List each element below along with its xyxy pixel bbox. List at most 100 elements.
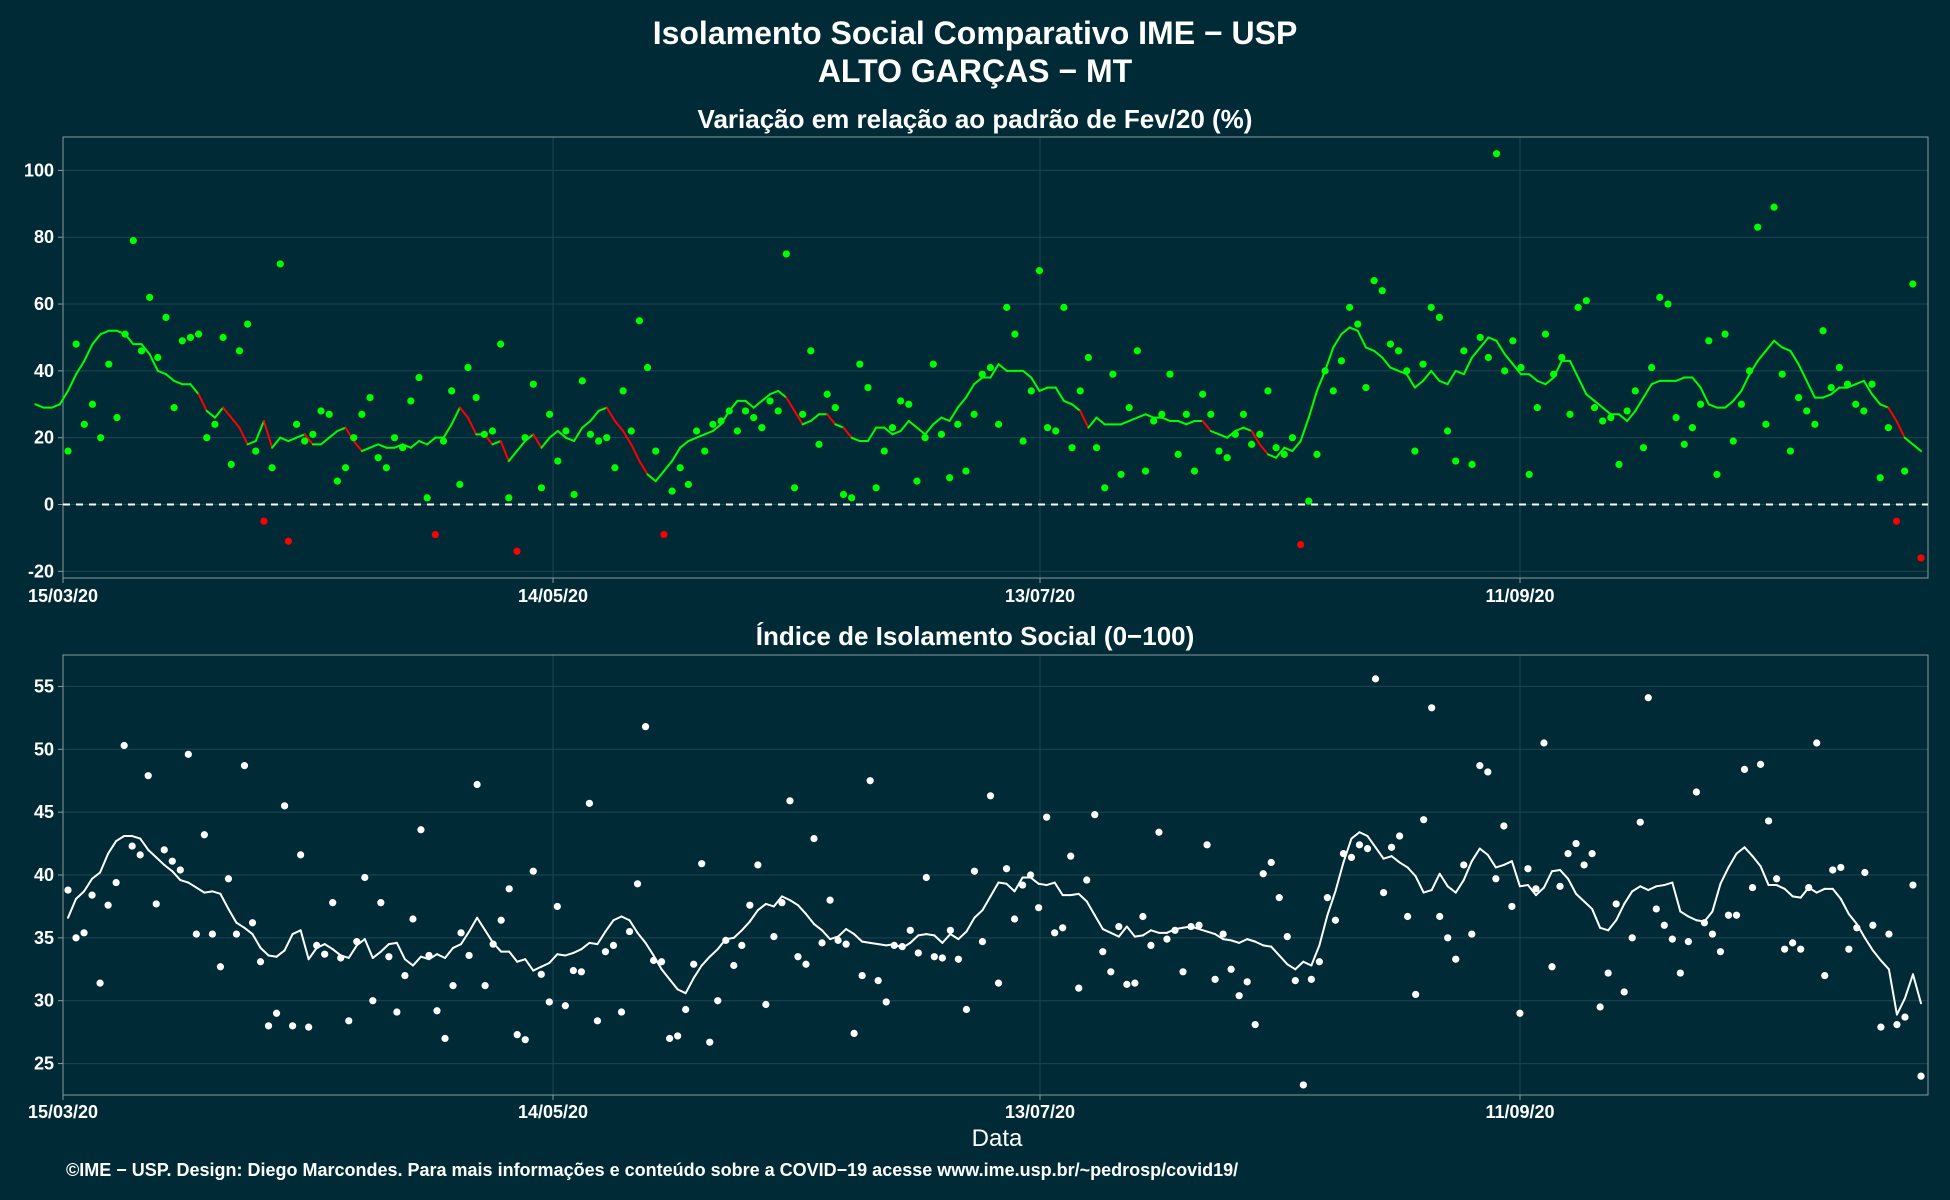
data-point [668, 487, 676, 495]
moving-average-segment [1781, 346, 1792, 352]
data-point [488, 427, 497, 435]
data-point [1672, 414, 1680, 422]
data-point [337, 954, 345, 962]
data-point [770, 933, 778, 941]
moving-average-segment [1405, 373, 1416, 389]
moving-average-segment [1342, 837, 1353, 864]
moving-average-segment [1234, 426, 1245, 432]
moving-average-segment [1069, 892, 1080, 897]
data-point [1716, 948, 1725, 956]
data-point [268, 464, 276, 472]
moving-average-segment [660, 968, 671, 981]
data-point [1636, 818, 1644, 826]
moving-average-segment [744, 399, 755, 409]
data-point [529, 867, 537, 875]
moving-average-segment [1430, 872, 1441, 892]
data-point [1019, 437, 1027, 445]
moving-average-segment [360, 446, 372, 453]
data-point [192, 930, 200, 938]
data-point [1582, 297, 1590, 305]
data-point [970, 410, 978, 418]
data-point [1171, 926, 1179, 934]
moving-average-segment [556, 953, 567, 957]
moving-average-segment [1430, 369, 1441, 382]
data-point [276, 260, 284, 268]
moving-average-segment [532, 433, 543, 449]
data-point [1803, 407, 1811, 415]
data-point [1059, 924, 1067, 932]
moving-average-segment [1495, 339, 1506, 356]
data-point [480, 430, 488, 438]
data-point [473, 780, 481, 789]
data-point [970, 867, 979, 875]
data-point [714, 997, 722, 1005]
data-point [1166, 370, 1174, 378]
moving-average-segment [331, 948, 342, 957]
moving-average-segment [320, 436, 331, 446]
data-point [1060, 303, 1068, 311]
moving-average-segment [419, 955, 430, 961]
data-point [353, 938, 361, 946]
data-point [1572, 839, 1580, 848]
data-point [301, 437, 309, 445]
moving-average-segment [1903, 436, 1914, 446]
data-point [1179, 968, 1187, 976]
moving-average-segment [460, 930, 471, 946]
data-point [1147, 941, 1155, 950]
data-point [248, 919, 257, 927]
data-point [807, 347, 815, 355]
moving-average-segment [638, 460, 649, 476]
data-point [72, 934, 80, 942]
moving-average-segment [760, 393, 772, 402]
data-point [1917, 1072, 1925, 1080]
data-point [938, 954, 946, 962]
moving-average-segment [1022, 369, 1033, 379]
data-point [826, 896, 834, 904]
data-point [1676, 969, 1684, 977]
data-point [929, 360, 937, 368]
data-point [72, 340, 80, 348]
data-point [1732, 911, 1741, 919]
data-point [1548, 963, 1556, 971]
data-point [1243, 978, 1251, 986]
data-point [1187, 922, 1195, 931]
data-point [676, 464, 684, 472]
x-tick-label: 13/07/20 [1005, 586, 1075, 606]
moving-average-segment [842, 426, 853, 439]
data-point [652, 447, 660, 455]
moving-average-segment [1286, 963, 1297, 971]
moving-average-segment [251, 933, 262, 949]
moving-average-segment [458, 406, 469, 419]
data-point [505, 885, 513, 893]
moving-average-segment [468, 916, 479, 933]
data-point [1692, 788, 1700, 796]
data-point [1484, 353, 1492, 362]
moving-average-segment [692, 964, 703, 980]
data-point [1323, 894, 1331, 902]
data-point [176, 866, 184, 874]
panel-border [62, 136, 1929, 579]
moving-average-segment [1077, 892, 1088, 903]
moving-average-segment [772, 895, 783, 908]
data-point [1355, 841, 1364, 849]
data-point [545, 998, 553, 1006]
data-point [227, 460, 235, 469]
data-point [561, 1002, 569, 1010]
moving-average-segment [1526, 884, 1537, 897]
data-point [625, 927, 634, 936]
data-point [1109, 370, 1117, 378]
moving-average-segment [1315, 369, 1327, 392]
moving-average-segment [1617, 413, 1629, 422]
data-point [280, 802, 289, 810]
moving-average-segment [267, 954, 278, 958]
data-point [1580, 861, 1588, 869]
data-point [1395, 832, 1404, 840]
moving-average-segment [1005, 882, 1016, 893]
data-point [774, 407, 782, 415]
data-point [1339, 850, 1348, 858]
moving-average-segment [227, 907, 238, 924]
data-point [407, 397, 415, 405]
moving-average-segment [1324, 346, 1335, 372]
data-point [586, 430, 595, 438]
moving-average-segment [189, 383, 200, 396]
